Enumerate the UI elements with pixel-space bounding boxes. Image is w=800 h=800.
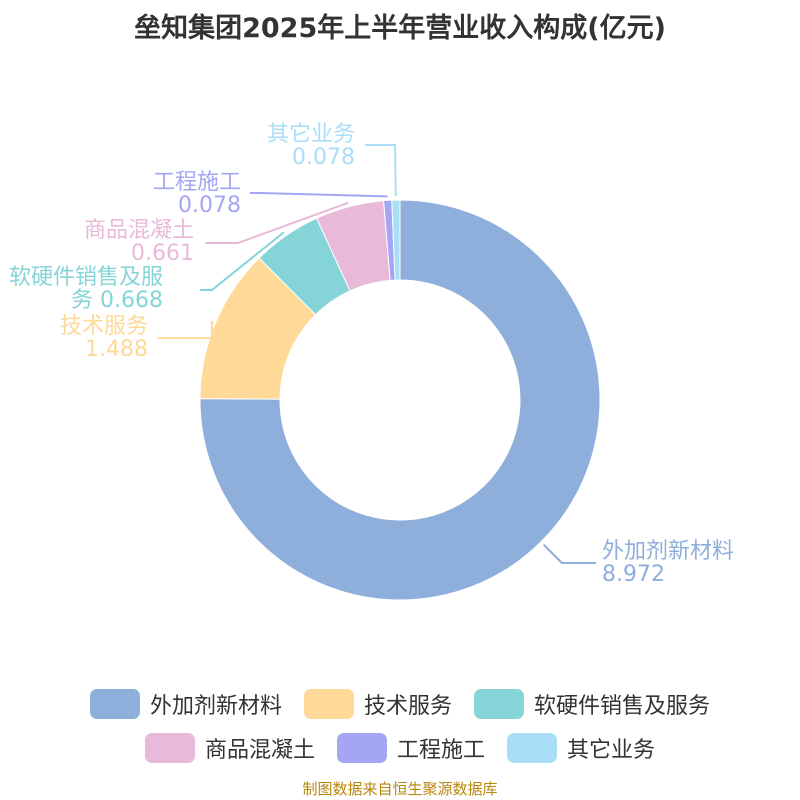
slice-1 [199, 199, 601, 601]
slice-label-value-5: 0.078 [178, 193, 241, 218]
legend-label: 技术服务 [363, 694, 452, 719]
leader-line-1 [543, 544, 596, 564]
source-note: 制图数据来自恒生聚源数据库 [302, 780, 498, 798]
legend-label: 外加剂新材料 [149, 694, 282, 719]
legend-swatch [474, 689, 524, 719]
legend-label: 软硬件销售及服务 [534, 694, 711, 719]
slice-label-name-3: 软硬件销售及服 [9, 265, 163, 290]
slice-6 [391, 199, 401, 281]
leader-lines [158, 144, 596, 564]
legend-item-5[interactable]: 工程施工 [336, 732, 485, 764]
slice-label-name-1: 外加剂新材料 [602, 539, 734, 564]
legend-item-3[interactable]: 软硬件销售及服务 [474, 688, 710, 720]
slice-label-value-4: 0.661 [131, 241, 194, 266]
donut-slices [199, 199, 601, 601]
legend-swatch [303, 689, 354, 719]
legend-row: 外加剂新材料 技术服务 软硬件销售及服务 [60, 688, 740, 720]
slice-label-value-3: 务 0.668 [71, 288, 163, 313]
chart-title: 垒知集团2025年上半年营业收入构成(亿元) [134, 13, 666, 44]
legend-swatch [89, 689, 140, 719]
leader-line-6 [365, 144, 397, 197]
legend-label: 商品混凝土 [204, 738, 315, 763]
slice-label-name-4: 商品混凝土 [84, 218, 194, 243]
slice-label-name-5: 工程施工 [153, 170, 241, 195]
legend-label: 其它业务 [567, 738, 656, 763]
slice-label-value-2: 1.488 [85, 337, 148, 362]
legend-swatch [144, 733, 195, 763]
slice-label-name-6: 其它业务 [267, 122, 355, 147]
legend-row: 商品混凝土 工程施工 其它业务 [60, 732, 740, 764]
leader-line-3 [200, 231, 285, 291]
legend-label: 工程施工 [396, 738, 485, 763]
legend-item-4[interactable]: 商品混凝土 [144, 732, 315, 764]
legend-item-6[interactable]: 其它业务 [507, 732, 655, 764]
leader-line-5 [250, 192, 388, 198]
slice-label-name-2: 技术服务 [60, 314, 148, 339]
slice-label-value-1: 8.972 [602, 562, 665, 587]
legend: 外加剂新材料 技术服务 软硬件销售及服务 商品混凝土 工程施工 其它业务 [60, 688, 740, 776]
leader-line-2 [158, 320, 214, 339]
legend-swatch [507, 733, 557, 763]
slice-label-value-6: 0.078 [292, 145, 355, 170]
legend-swatch [336, 733, 387, 763]
legend-item-2[interactable]: 技术服务 [303, 688, 452, 720]
leader-line-4 [205, 201, 349, 244]
legend-item-1[interactable]: 外加剂新材料 [89, 688, 282, 720]
